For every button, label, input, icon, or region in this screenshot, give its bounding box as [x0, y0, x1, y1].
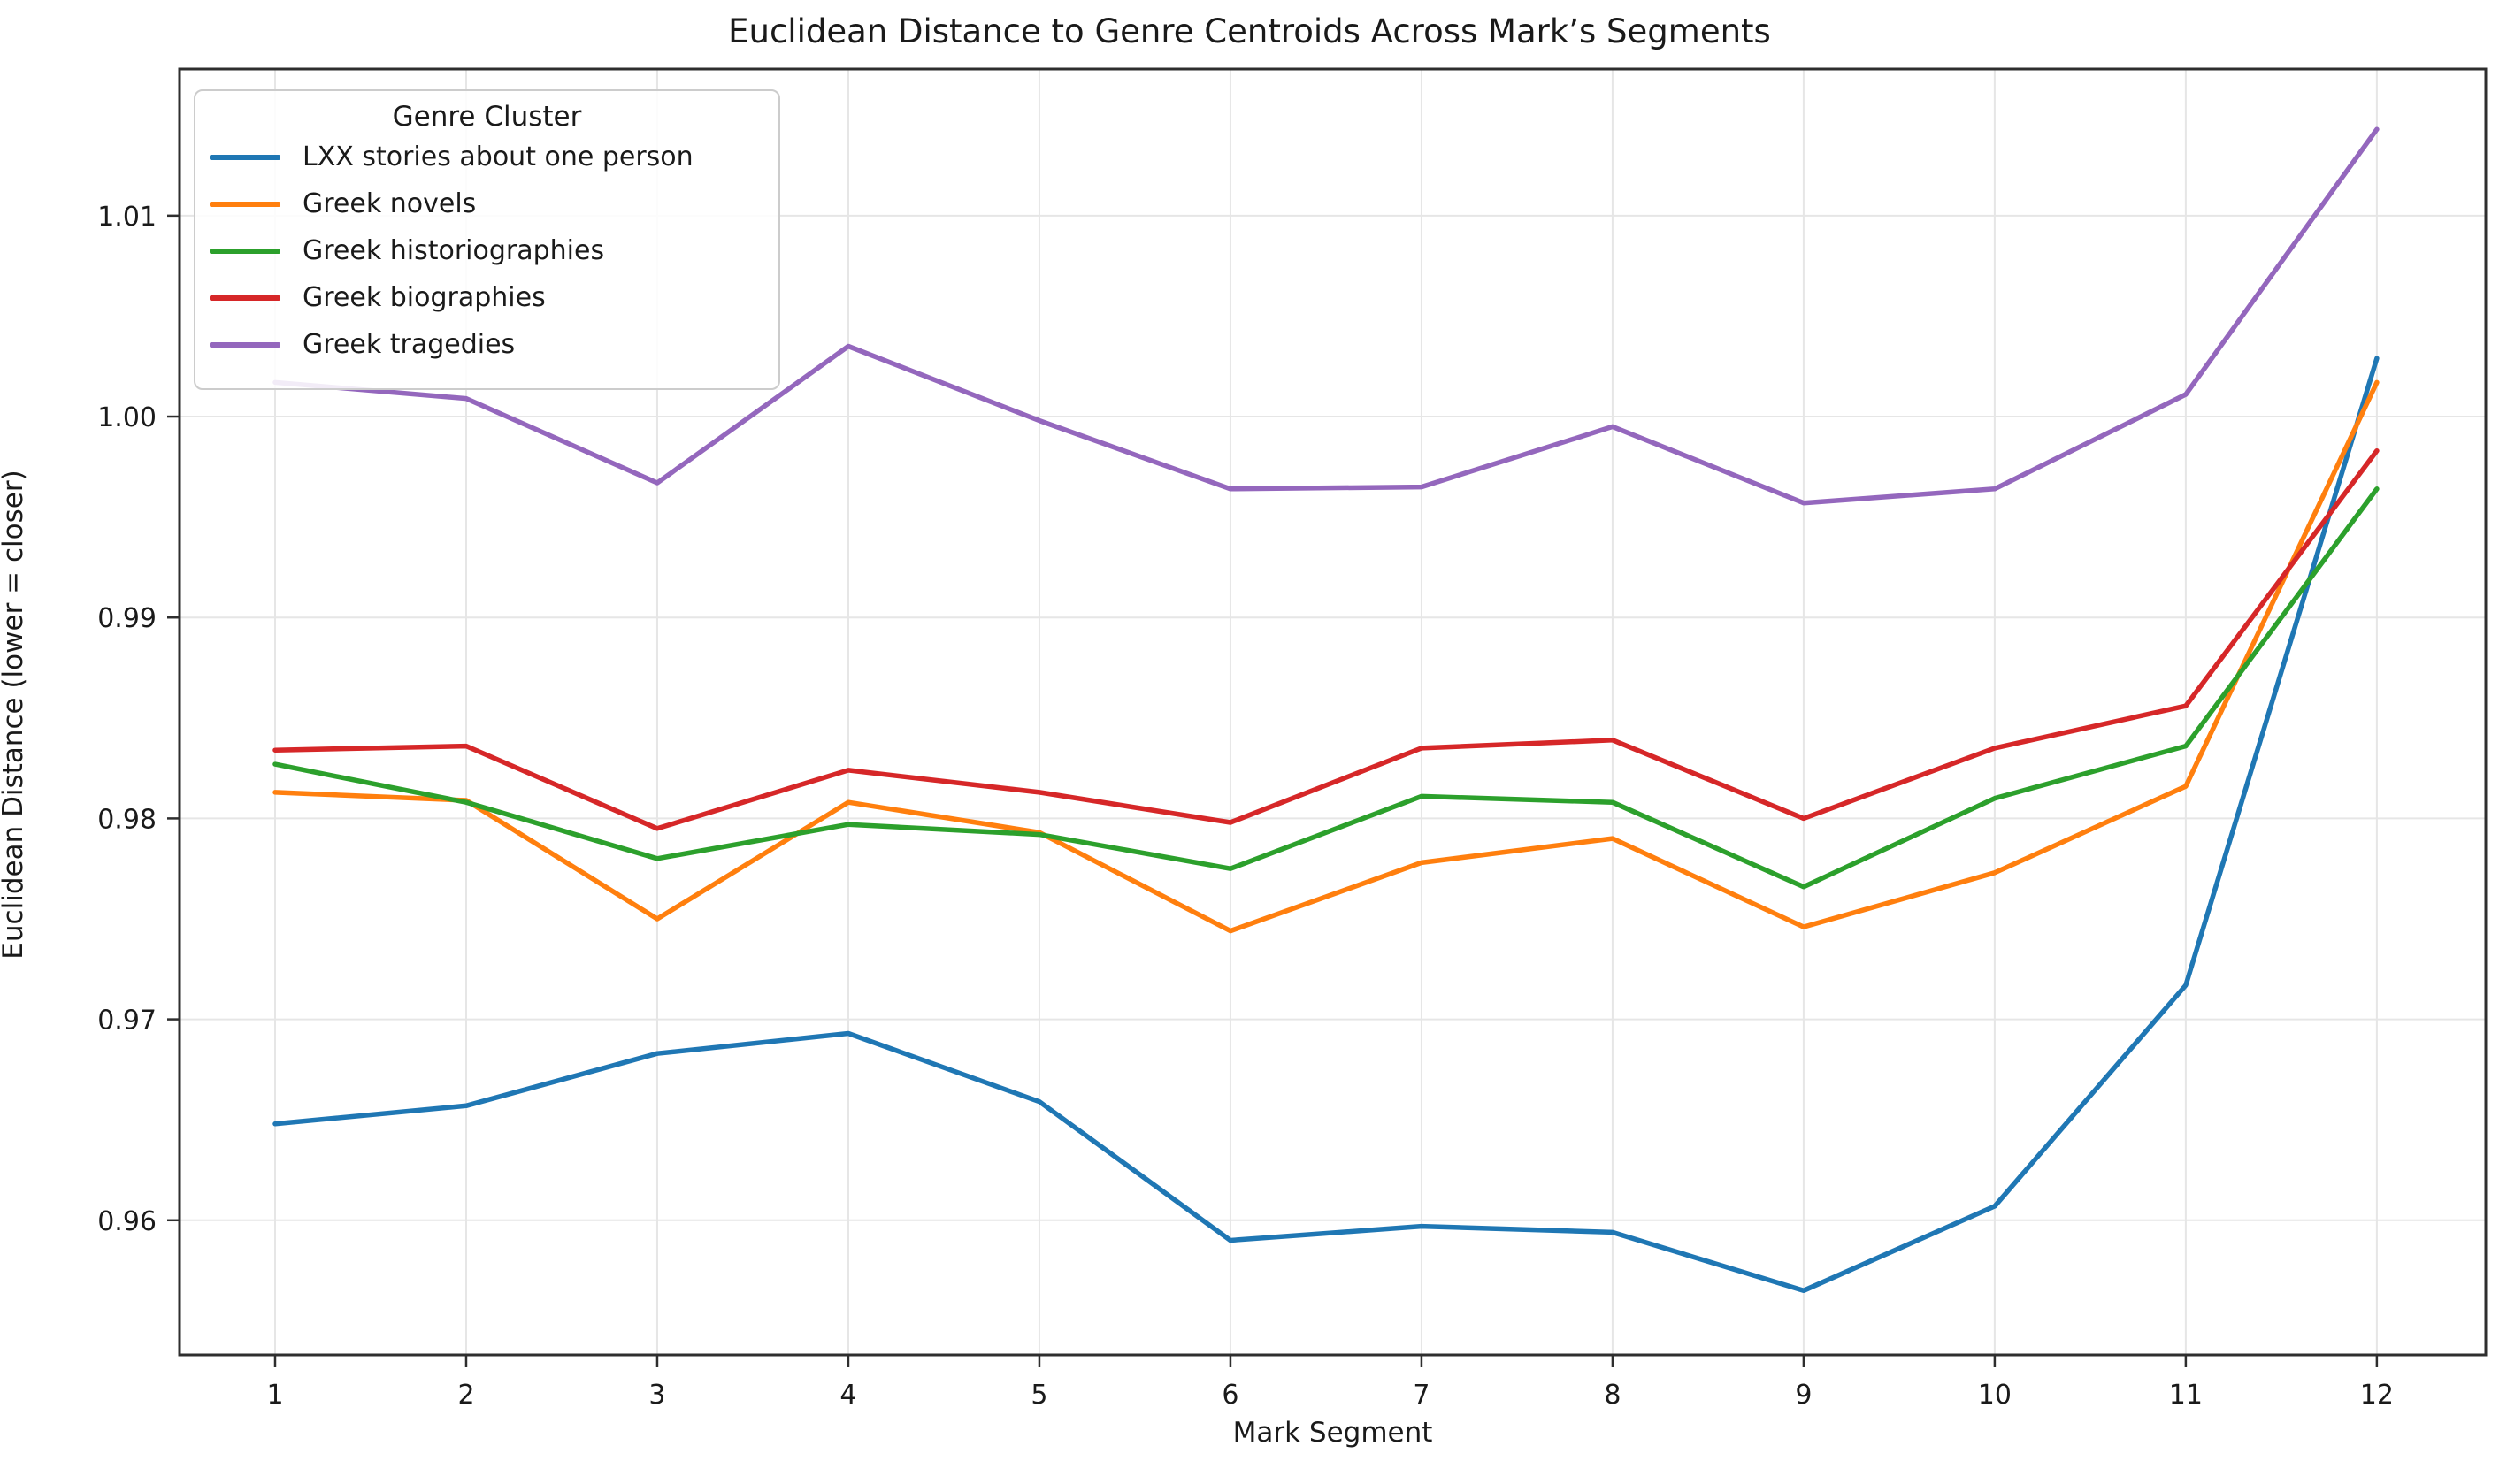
legend-label: LXX stories about one person — [303, 142, 694, 172]
x-tick-label: 1 — [266, 1380, 283, 1411]
legend-swatch-greek-historiographies — [210, 248, 280, 254]
chart-title: Euclidean Distance to Genre Centroids Ac… — [728, 12, 1771, 50]
x-tick-label: 11 — [2169, 1380, 2203, 1411]
legend-row: Greek biographies — [195, 274, 778, 321]
legend-label: Greek biographies — [303, 282, 546, 313]
x-tick-label: 9 — [1795, 1380, 1812, 1411]
x-axis-label: Mark Segment — [1232, 1417, 1433, 1449]
line-greek-historiographies — [272, 486, 2380, 890]
x-tick-label: 3 — [648, 1380, 665, 1411]
legend-swatch-lxx — [210, 154, 280, 160]
legend-row: LXX stories about one person — [195, 134, 778, 180]
x-axis: 1 2 3 4 5 6 7 8 9 10 11 12 — [266, 1355, 2394, 1411]
x-tick-label: 12 — [2360, 1380, 2394, 1411]
y-axis: 0.96 0.97 0.98 0.99 1.00 1.01 — [97, 202, 180, 1237]
legend-swatch-greek-novels — [210, 201, 280, 207]
x-tick-label: 8 — [1604, 1380, 1621, 1411]
y-tick-label: 0.97 — [97, 1006, 157, 1037]
y-axis-label: Euclidean Distance (lower = closer) — [0, 470, 29, 960]
x-tick-label: 6 — [1222, 1380, 1238, 1411]
legend-row: Greek tragedies — [195, 321, 778, 368]
y-tick-label: 1.01 — [97, 202, 157, 233]
legend-label: Greek historiographies — [303, 235, 605, 266]
y-tick-label: 0.96 — [97, 1206, 157, 1237]
y-tick-label: 0.99 — [97, 603, 157, 634]
legend-title: Genre Cluster — [392, 101, 582, 133]
y-tick-label: 1.00 — [97, 402, 157, 433]
legend-row: Greek novels — [195, 180, 778, 227]
line-greek-tragedies — [272, 126, 2380, 506]
x-tick-label: 7 — [1413, 1380, 1430, 1411]
legend-label: Greek tragedies — [303, 329, 516, 360]
line-greek-biographies — [272, 447, 2380, 831]
legend: Genre Cluster LXX stories about one pers… — [194, 89, 780, 390]
x-tick-label: 2 — [457, 1380, 474, 1411]
legend-swatch-greek-tragedies — [210, 341, 280, 348]
line-greek-novels — [272, 379, 2380, 934]
x-tick-label: 4 — [839, 1380, 856, 1411]
y-tick-label: 0.98 — [97, 804, 157, 835]
x-tick-label: 5 — [1031, 1380, 1047, 1411]
legend-swatch-greek-biographies — [210, 295, 280, 301]
plot-border — [178, 67, 2488, 1357]
x-tick-label: 10 — [1978, 1380, 2012, 1411]
line-lxx-stories-about-one-person — [272, 356, 2380, 1294]
legend-label: Greek novels — [303, 188, 477, 219]
legend-row: Greek historiographies — [195, 227, 778, 274]
